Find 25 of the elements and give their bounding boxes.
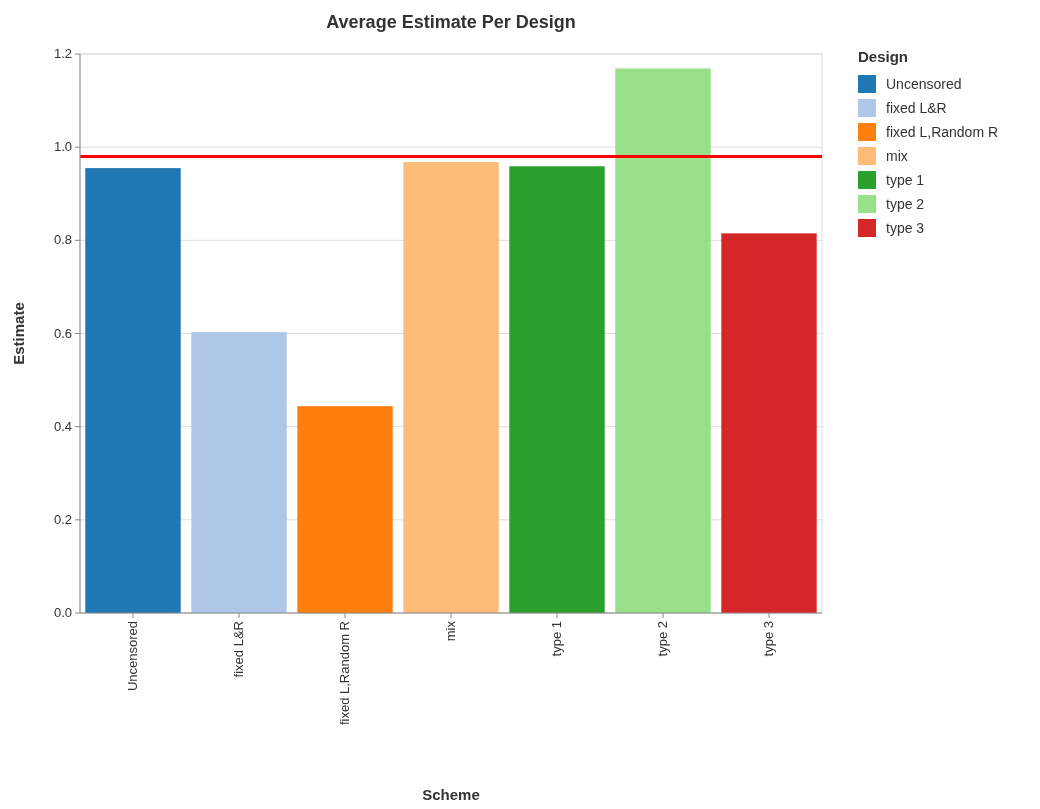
legend-label: fixed L,Random R — [886, 124, 999, 140]
y-tick-label: 0.2 — [53, 511, 72, 527]
x-tick-label: fixed L&R — [231, 621, 246, 678]
x-tick-label: Uncensored — [125, 621, 140, 692]
legend-title: Design — [858, 48, 909, 65]
y-tick-label: 1.2 — [53, 46, 72, 61]
chart-title: Average Estimate Per Design — [326, 12, 576, 32]
y-tick-label: 0.8 — [53, 232, 72, 248]
x-tick-label: type 3 — [761, 621, 776, 657]
y-tick-label: 0.4 — [53, 418, 72, 434]
legend-label: type 2 — [886, 196, 925, 212]
x-axis-title: Scheme — [422, 786, 480, 803]
y-tick-label: 0.6 — [53, 325, 72, 341]
y-tick-label: 0.0 — [53, 605, 72, 620]
legend-label: type 3 — [886, 220, 925, 236]
legend-label: Uncensored — [886, 76, 962, 92]
legend-label: mix — [886, 148, 908, 164]
x-tick-label: type 2 — [655, 621, 670, 657]
x-tick-label: fixed L,Random R — [337, 621, 352, 726]
y-tick-label: 1.0 — [53, 139, 72, 155]
legend-label: type 1 — [886, 172, 925, 188]
y-axis-title: Estimate — [10, 302, 27, 365]
x-tick-label: type 1 — [549, 621, 564, 657]
legend-label: fixed L&R — [886, 100, 947, 116]
x-tick-label: mix — [443, 620, 458, 642]
